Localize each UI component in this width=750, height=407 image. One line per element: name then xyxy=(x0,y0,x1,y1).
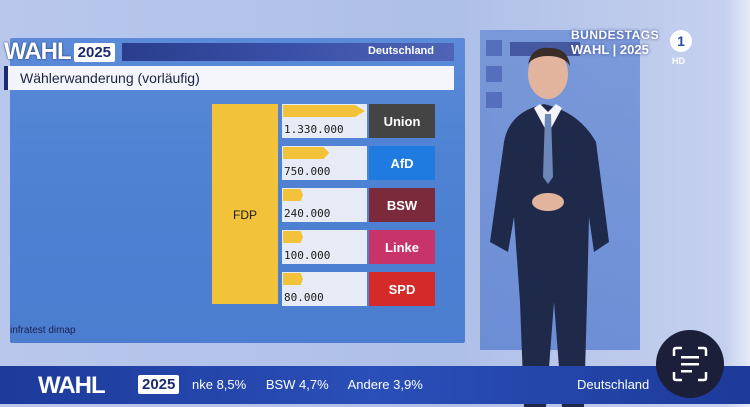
flow-value: 240.000 xyxy=(284,207,331,220)
brand-line-1: BUNDESTAGS xyxy=(571,28,660,42)
ticker-items: nke 8,5% BSW 4,7% Andere 3,9% xyxy=(192,377,439,392)
flow-arrow xyxy=(283,231,303,243)
ticker-logo-word: WAHL xyxy=(38,372,106,399)
logo-word: WAHL xyxy=(4,38,72,65)
region-bar: Deutschland xyxy=(122,43,454,61)
flow-arrow xyxy=(283,105,365,117)
presenter xyxy=(490,47,609,407)
screen-tile xyxy=(486,92,502,108)
news-ticker: WAHL 2025 nke 8,5% BSW 4,7% Andere 3,9% … xyxy=(0,366,750,404)
ticker-item: BSW 4,7% xyxy=(265,377,329,392)
flow-arrow xyxy=(283,189,303,201)
flow-arrow xyxy=(283,273,303,285)
flow-value: 750.000 xyxy=(284,165,331,178)
panel-title-bar: Wählerwanderung (vorläufig) xyxy=(4,66,454,90)
party-label: Linke xyxy=(369,230,435,264)
ticker-logo-year: 2025 xyxy=(138,375,180,394)
flow-row: 240.000 xyxy=(282,188,367,222)
scan-button[interactable] xyxy=(656,330,724,398)
party-label: Union xyxy=(369,104,435,138)
brand-line-2: WAHL | 2025 xyxy=(571,42,649,57)
party-label: SPD xyxy=(369,272,435,306)
broadcaster-brand: BUNDESTAGS WAHL | 2025 xyxy=(571,28,659,57)
flow-row: 100.000 xyxy=(282,230,367,264)
flow-value: 1.330.000 xyxy=(284,123,344,136)
flow-row: 80.000 xyxy=(282,272,367,306)
ticker-item: nke 8,5% xyxy=(192,377,247,392)
ticker-country: Deutschland xyxy=(577,377,650,392)
party-label: AfD xyxy=(369,146,435,180)
scan-text-icon xyxy=(672,346,708,382)
flow-value: 80.000 xyxy=(284,291,324,304)
source-party-label: FDP xyxy=(233,208,257,222)
flow-value: 100.000 xyxy=(284,249,331,262)
flow-arrow xyxy=(283,147,330,159)
flow-row: 750.000 xyxy=(282,146,367,180)
ticker-item: Andere 3,9% xyxy=(347,377,423,392)
screen-tile xyxy=(486,66,502,82)
source-credit: infratest dimap xyxy=(10,325,76,336)
hd-badge: HD xyxy=(672,56,685,66)
region-label: Deutschland xyxy=(367,45,434,57)
flow-row: 1.330.000 xyxy=(282,104,367,138)
party-label: BSW xyxy=(369,188,435,222)
panel-title: Wählerwanderung (vorläufig) xyxy=(20,70,200,86)
studio-edge xyxy=(727,0,750,407)
wahl-logo: WAHL 2025 xyxy=(4,38,116,65)
screen-tile xyxy=(486,40,502,56)
logo-year: 2025 xyxy=(73,42,116,62)
source-party-bar: FDP xyxy=(212,104,278,304)
channel-logo: 1 xyxy=(670,30,692,52)
